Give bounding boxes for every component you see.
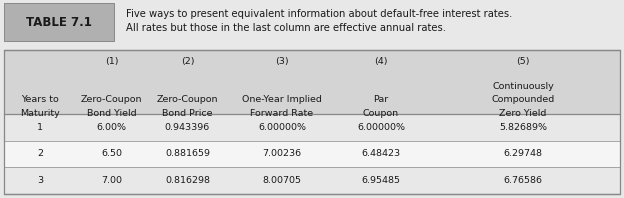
Text: All rates but those in the last column are effective annual rates.: All rates but those in the last column a… [126,23,446,33]
Text: 0.943396: 0.943396 [165,123,210,132]
Bar [4,50,620,193]
Text: (3): (3) [275,57,289,66]
Text: Zero-Coupon: Zero-Coupon [80,95,142,105]
Text: Continuously: Continuously [492,82,554,91]
Text: Coupon: Coupon [363,109,399,118]
Text: 6.76586: 6.76586 [504,176,542,185]
Text: (1): (1) [105,57,119,66]
Text: 3: 3 [37,176,43,185]
Bar [4,114,620,141]
Text: Five ways to present equivalent information about default-free interest rates.: Five ways to present equivalent informat… [126,9,512,19]
Text: 6.50: 6.50 [101,149,122,158]
Text: 0.816298: 0.816298 [165,176,210,185]
Text: Par: Par [373,95,389,105]
Text: Forward Rate: Forward Rate [250,109,314,118]
Bar [4,50,620,114]
Text: Years to: Years to [21,95,59,105]
Text: 6.00000%: 6.00000% [357,123,405,132]
Text: Zero Yield: Zero Yield [499,109,547,118]
Bar [4,167,620,193]
Text: 5.82689%: 5.82689% [499,123,547,132]
Text: 7.00: 7.00 [101,176,122,185]
Text: Maturity: Maturity [20,109,60,118]
Text: 6.00000%: 6.00000% [258,123,306,132]
Text: 6.29748: 6.29748 [504,149,542,158]
Text: 6.00%: 6.00% [97,123,127,132]
Bar [4,3,114,41]
Text: 7.00236: 7.00236 [263,149,301,158]
Bar [4,141,620,167]
Text: 1: 1 [37,123,43,132]
Text: 0.881659: 0.881659 [165,149,210,158]
Text: Bond Yield: Bond Yield [87,109,136,118]
Text: Compounded: Compounded [491,95,555,105]
Text: One-Year Implied: One-Year Implied [242,95,322,105]
Text: (4): (4) [374,57,388,66]
Text: (2): (2) [181,57,194,66]
Text: 6.48423: 6.48423 [361,149,401,158]
Text: TABLE 7.1: TABLE 7.1 [26,15,92,29]
Text: 2: 2 [37,149,43,158]
Text: Bond Price: Bond Price [162,109,213,118]
Text: (5): (5) [516,57,530,66]
Text: 6.95485: 6.95485 [361,176,401,185]
Text: 8.00705: 8.00705 [263,176,301,185]
Text: Zero-Coupon: Zero-Coupon [157,95,218,105]
